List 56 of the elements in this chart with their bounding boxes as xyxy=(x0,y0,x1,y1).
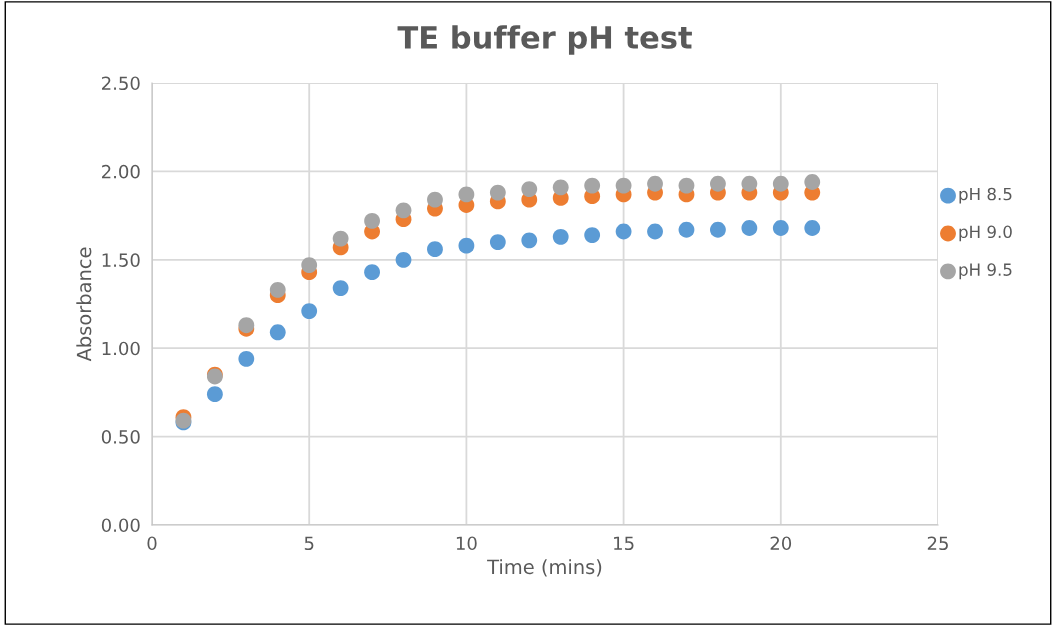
point xyxy=(552,228,569,245)
point xyxy=(772,175,789,192)
point xyxy=(741,175,758,192)
point xyxy=(301,257,318,274)
point xyxy=(584,177,601,194)
point xyxy=(521,232,538,249)
point xyxy=(772,220,789,236)
point xyxy=(332,230,349,247)
legend-label: pH 9.5 xyxy=(959,263,1012,280)
point xyxy=(741,220,758,236)
point xyxy=(804,174,821,190)
point xyxy=(269,281,286,298)
point xyxy=(552,179,569,196)
point xyxy=(678,177,695,194)
point xyxy=(584,227,601,243)
legend-label: pH 8.5 xyxy=(959,187,1012,204)
chart-title: TE buffer pH test xyxy=(397,25,692,55)
x-axis-title: Time (mins) xyxy=(487,559,602,577)
point xyxy=(395,251,412,268)
y-tick-label: 1.50 xyxy=(102,253,140,267)
point xyxy=(458,186,475,203)
x-tick-label: 10 xyxy=(456,536,477,551)
y-tick-label: 2.00 xyxy=(102,164,140,179)
point xyxy=(206,386,223,403)
point xyxy=(364,212,380,229)
point xyxy=(647,223,663,240)
x-tick-label: 25 xyxy=(927,536,948,551)
point xyxy=(521,181,538,197)
x-tick-label: 0 xyxy=(147,536,157,551)
point xyxy=(710,221,726,238)
point xyxy=(647,175,663,192)
point xyxy=(332,280,349,297)
point xyxy=(804,220,821,236)
point xyxy=(489,184,506,201)
y-tick-label: 0.00 xyxy=(101,518,140,533)
x-tick-label: 20 xyxy=(770,536,792,551)
point xyxy=(489,234,506,251)
point xyxy=(458,237,475,254)
legend-label: pH 9.0 xyxy=(959,225,1012,242)
point xyxy=(710,175,726,192)
point xyxy=(364,264,380,281)
point xyxy=(678,221,695,238)
point xyxy=(427,241,443,258)
point xyxy=(427,191,443,208)
x-tick-label: 15 xyxy=(614,536,634,551)
point xyxy=(615,223,632,240)
point xyxy=(395,202,412,219)
point xyxy=(301,303,318,319)
point xyxy=(615,177,632,194)
point xyxy=(269,324,286,341)
point xyxy=(238,350,255,367)
y-axis-title: Absorbance xyxy=(76,247,92,362)
y-tick-label: 2.50 xyxy=(102,76,140,91)
y-tick-label: 1.00 xyxy=(102,341,140,356)
x-tick-label: 5 xyxy=(304,536,314,551)
y-tick-label: 0.50 xyxy=(101,430,140,444)
